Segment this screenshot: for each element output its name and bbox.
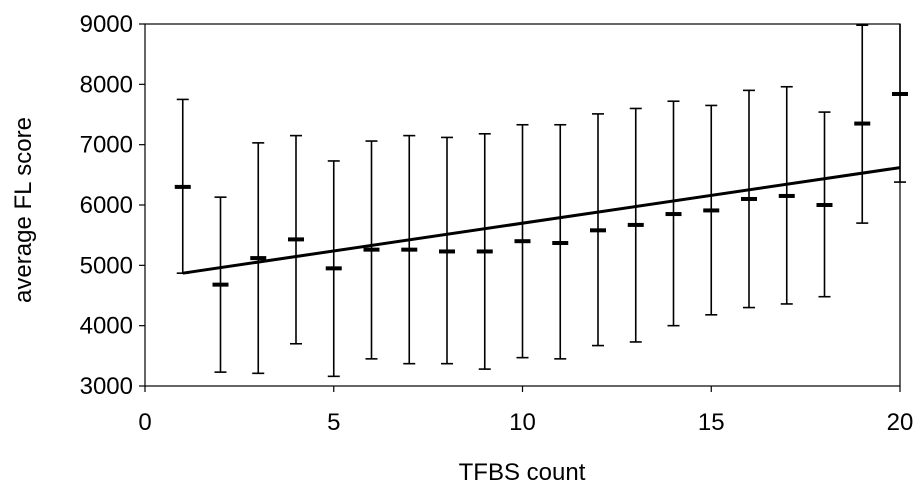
data-point	[250, 256, 267, 261]
data-point	[703, 208, 720, 213]
data-point	[854, 121, 871, 126]
data-point	[363, 247, 380, 252]
data-point	[741, 196, 757, 201]
y-tick-label: 4000	[80, 313, 133, 340]
trendline	[182, 166, 901, 275]
trendline-layer	[182, 166, 901, 275]
x-axis-title: TFBS count	[459, 459, 586, 486]
x-tick-label: 0	[138, 409, 151, 436]
data-point	[892, 91, 908, 96]
data-point	[590, 228, 606, 233]
data-point	[439, 249, 455, 254]
y-tick-label: 7000	[80, 132, 133, 159]
y-tick-label: 5000	[80, 252, 133, 279]
y-tick-label: 9000	[80, 11, 133, 38]
data-point-layer	[174, 91, 908, 287]
y-tick-label: 3000	[80, 373, 133, 400]
data-point	[476, 249, 493, 254]
data-point	[665, 212, 682, 217]
data-point	[627, 222, 644, 227]
x-tick-label: 20	[887, 409, 914, 436]
data-point	[288, 237, 304, 242]
y-axis-ticks: 3000 4000 5000 6000 7000 8000 9000	[80, 11, 145, 400]
y-tick-label: 8000	[80, 71, 133, 98]
data-point	[401, 247, 418, 252]
y-tick-label: 6000	[80, 192, 133, 219]
data-point	[816, 203, 833, 207]
y-axis-title: average FL score	[10, 117, 37, 303]
data-point	[174, 184, 191, 189]
x-tick-label: 15	[698, 409, 725, 436]
x-tick-label: 5	[327, 409, 340, 436]
x-tick-label: 10	[509, 409, 536, 436]
data-point	[212, 282, 229, 287]
data-point	[778, 193, 795, 198]
data-point	[552, 241, 569, 246]
x-axis-ticks: 0 5 10 15 20	[138, 386, 913, 436]
data-point	[325, 266, 342, 271]
data-point	[514, 239, 531, 244]
